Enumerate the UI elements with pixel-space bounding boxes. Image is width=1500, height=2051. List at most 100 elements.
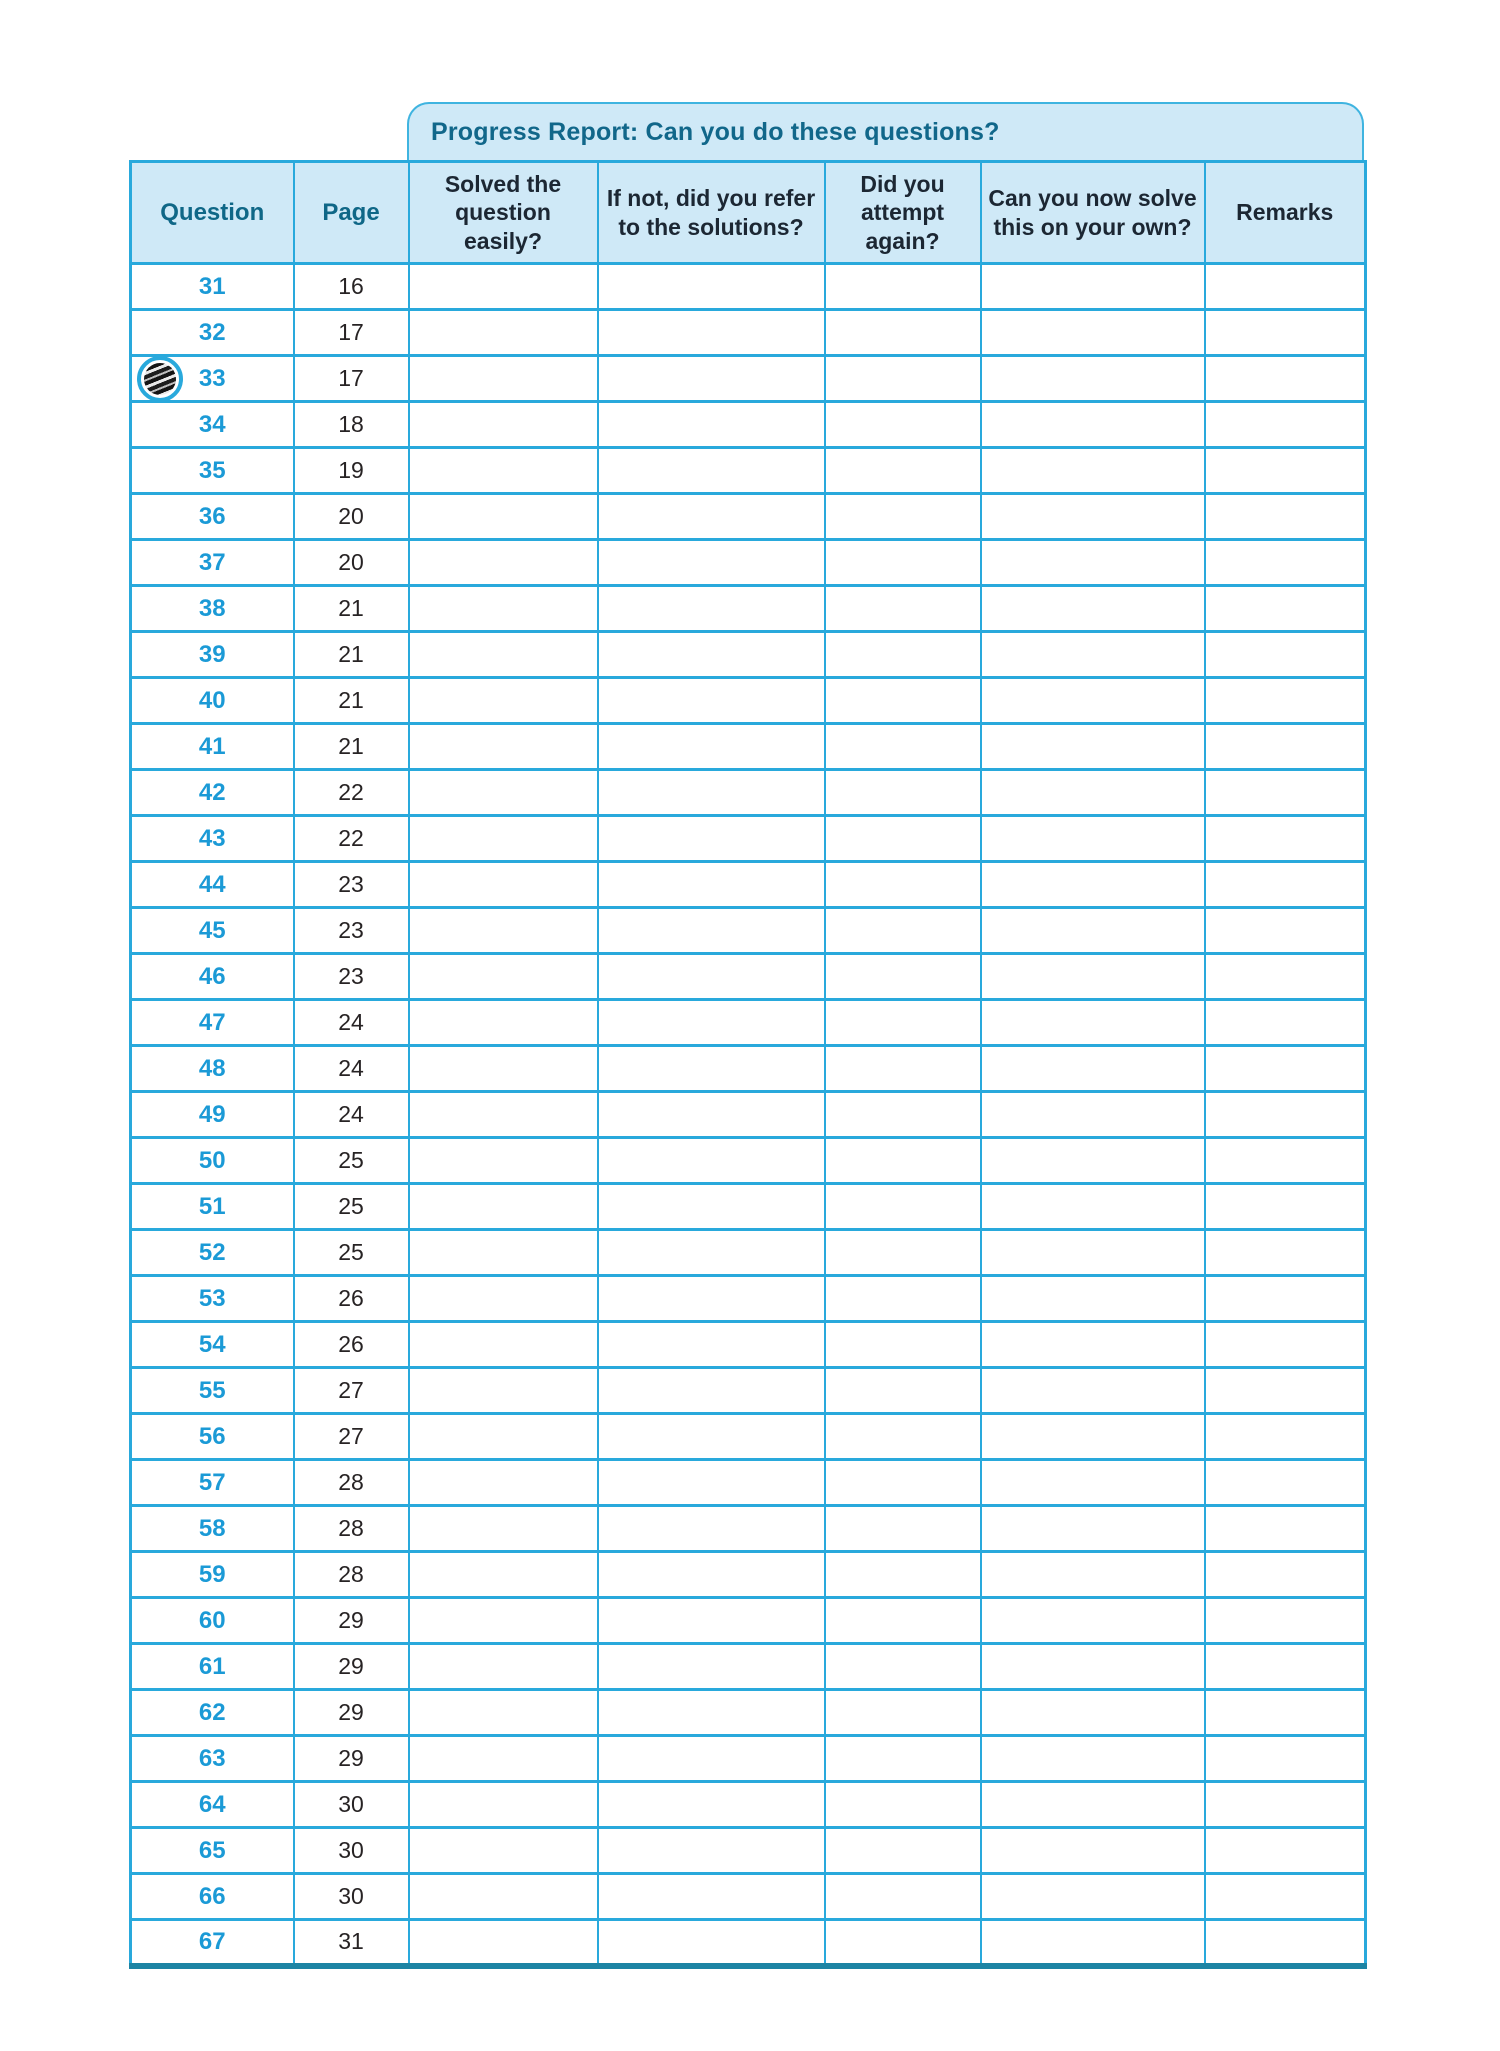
page-number-cell: 22 bbox=[292, 768, 410, 817]
attempted-entry-cell bbox=[823, 538, 982, 587]
solved-entry-cell bbox=[407, 814, 599, 863]
remarks-entry-cell bbox=[1203, 1136, 1367, 1185]
attempted-entry-cell bbox=[823, 906, 982, 955]
page-number-cell: 29 bbox=[292, 1596, 410, 1645]
referred-entry-cell bbox=[596, 1642, 826, 1691]
question-cell: 45 bbox=[129, 906, 295, 955]
solved-entry-cell bbox=[407, 446, 599, 495]
page-number-cell: 27 bbox=[292, 1412, 410, 1461]
remarks-entry-cell bbox=[1203, 1918, 1367, 1967]
question-number: 67 bbox=[198, 1927, 226, 1955]
solved-entry-cell bbox=[407, 1780, 599, 1829]
remarks-entry-cell bbox=[1203, 584, 1367, 633]
own-entry-cell bbox=[979, 354, 1206, 403]
table-body: 31 16 32 17 33 17 34 18 35 19 36 20 37 20 38 21 39 21 40 21… bbox=[129, 262, 1367, 1967]
question-cell: 60 bbox=[129, 1596, 295, 1645]
question-number: 58 bbox=[198, 1514, 226, 1542]
question-cell: 36 bbox=[129, 492, 295, 541]
table-row: 33 17 bbox=[129, 354, 1367, 403]
striped-circle-badge-icon bbox=[137, 358, 183, 399]
question-number: 49 bbox=[198, 1100, 226, 1128]
remarks-entry-cell bbox=[1203, 860, 1367, 909]
table-row: 62 29 bbox=[129, 1688, 1367, 1737]
solved-entry-cell bbox=[407, 1366, 599, 1415]
question-number: 46 bbox=[198, 962, 226, 990]
attempted-entry-cell bbox=[823, 1872, 982, 1921]
own-entry-cell bbox=[979, 768, 1206, 817]
table-row: 56 27 bbox=[129, 1412, 1367, 1461]
question-cell: 40 bbox=[129, 676, 295, 725]
referred-entry-cell bbox=[596, 860, 826, 909]
solved-entry-cell bbox=[407, 1412, 599, 1461]
referred-entry-cell bbox=[596, 1596, 826, 1645]
remarks-entry-cell bbox=[1203, 722, 1367, 771]
table-row: 39 21 bbox=[129, 630, 1367, 679]
referred-entry-cell bbox=[596, 400, 826, 449]
question-number: 40 bbox=[198, 686, 226, 714]
question-cell: 34 bbox=[129, 400, 295, 449]
table-row: 46 23 bbox=[129, 952, 1367, 1001]
referred-entry-cell bbox=[596, 1044, 826, 1093]
attempted-entry-cell bbox=[823, 1826, 982, 1875]
attempted-entry-cell bbox=[823, 1090, 982, 1139]
referred-entry-cell bbox=[596, 1320, 826, 1369]
question-number: 64 bbox=[198, 1790, 226, 1818]
page-number-cell: 21 bbox=[292, 584, 410, 633]
question-cell: 52 bbox=[129, 1228, 295, 1277]
attempted-entry-cell bbox=[823, 722, 982, 771]
question-number: 53 bbox=[198, 1284, 226, 1312]
remarks-entry-cell bbox=[1203, 308, 1367, 357]
attempted-entry-cell bbox=[823, 1412, 982, 1461]
page-number-cell: 17 bbox=[292, 308, 410, 357]
remarks-entry-cell bbox=[1203, 400, 1367, 449]
question-cell: 41 bbox=[129, 722, 295, 771]
own-entry-cell bbox=[979, 722, 1206, 771]
solved-entry-cell bbox=[407, 584, 599, 633]
solved-entry-cell bbox=[407, 1090, 599, 1139]
referred-entry-cell bbox=[596, 1458, 826, 1507]
question-number: 48 bbox=[198, 1054, 226, 1082]
own-entry-cell bbox=[979, 1228, 1206, 1277]
question-number: 41 bbox=[198, 732, 226, 760]
page-number-cell: 30 bbox=[292, 1780, 410, 1829]
remarks-entry-cell bbox=[1203, 1320, 1367, 1369]
remarks-entry-cell bbox=[1203, 1366, 1367, 1415]
own-entry-cell bbox=[979, 492, 1206, 541]
question-cell: 43 bbox=[129, 814, 295, 863]
page-number-cell: 17 bbox=[292, 354, 410, 403]
remarks-entry-cell bbox=[1203, 676, 1367, 725]
solved-entry-cell bbox=[407, 1642, 599, 1691]
question-number: 54 bbox=[198, 1330, 226, 1358]
table-row: 63 29 bbox=[129, 1734, 1367, 1783]
progress-report-title-bar: Progress Report: Can you do these questi… bbox=[407, 102, 1364, 160]
referred-entry-cell bbox=[596, 1734, 826, 1783]
referred-entry-cell bbox=[596, 446, 826, 495]
attempted-entry-cell bbox=[823, 1734, 982, 1783]
attempted-entry-cell bbox=[823, 1688, 982, 1737]
own-entry-cell bbox=[979, 1504, 1206, 1553]
own-entry-cell bbox=[979, 952, 1206, 1001]
question-cell: 51 bbox=[129, 1182, 295, 1231]
question-cell: 59 bbox=[129, 1550, 295, 1599]
solved-entry-cell bbox=[407, 1596, 599, 1645]
question-cell: 47 bbox=[129, 998, 295, 1047]
question-number: 62 bbox=[198, 1698, 226, 1726]
referred-entry-cell bbox=[596, 1918, 826, 1967]
referred-entry-cell bbox=[596, 768, 826, 817]
remarks-entry-cell bbox=[1203, 354, 1367, 403]
column-header-remarks: Remarks bbox=[1203, 160, 1367, 265]
own-entry-cell bbox=[979, 1090, 1206, 1139]
question-number: 66 bbox=[198, 1882, 226, 1910]
page-number-cell: 23 bbox=[292, 860, 410, 909]
referred-entry-cell bbox=[596, 1872, 826, 1921]
question-cell: 42 bbox=[129, 768, 295, 817]
table-row: 41 21 bbox=[129, 722, 1367, 771]
referred-entry-cell bbox=[596, 1366, 826, 1415]
solved-entry-cell bbox=[407, 1228, 599, 1277]
question-cell: 55 bbox=[129, 1366, 295, 1415]
column-header-solve-own: Can you now solve this on your own? bbox=[979, 160, 1206, 265]
question-number: 35 bbox=[198, 456, 226, 484]
page-number-cell: 16 bbox=[292, 262, 410, 311]
solved-entry-cell bbox=[407, 492, 599, 541]
